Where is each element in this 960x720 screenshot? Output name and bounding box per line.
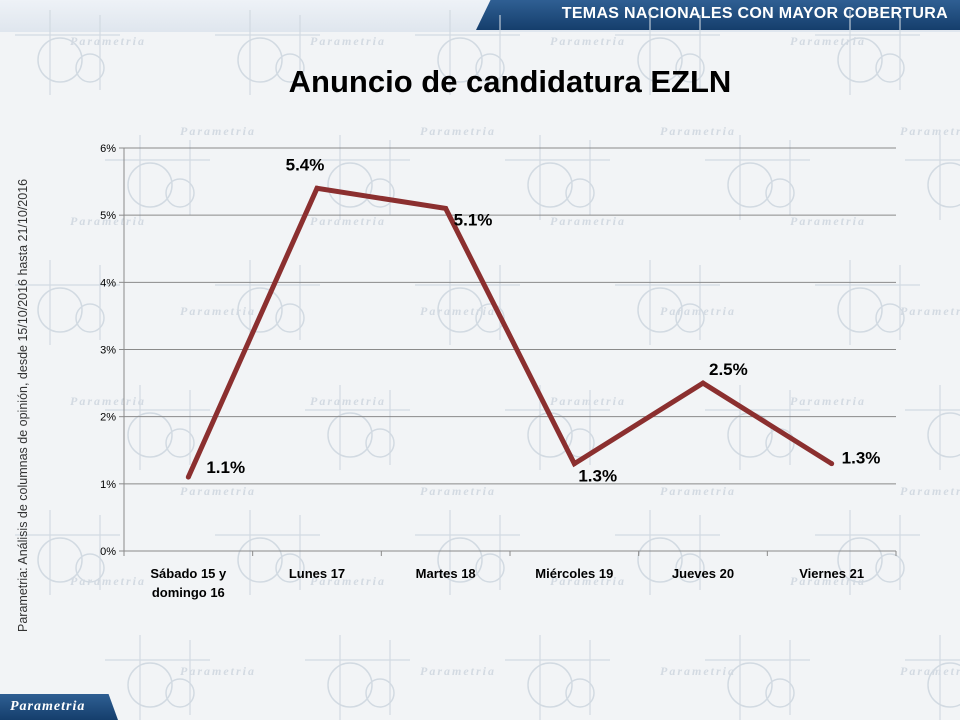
footer-logo: Parametria [0, 694, 118, 720]
watermark-motif [15, 10, 120, 95]
y-tick-label: 2% [100, 412, 116, 424]
watermark-word: Parametria [180, 664, 256, 678]
watermark-motif [215, 260, 320, 345]
y-tick-label: 6% [100, 143, 116, 155]
data-label: 1.1% [206, 458, 245, 477]
watermark-motif [615, 510, 720, 595]
watermark-motif [815, 260, 920, 345]
x-tick-label: Viernes 21 [799, 566, 864, 581]
watermark-motif [905, 135, 960, 220]
watermark-motif [105, 135, 210, 220]
x-tick-label: Sábado 15 y [150, 566, 227, 581]
watermark-word: Parametria [660, 304, 736, 318]
watermark-word: Parametria [550, 34, 626, 48]
x-tick-label: Lunes 17 [289, 566, 345, 581]
watermark-motif [305, 135, 410, 220]
data-label: 5.4% [286, 155, 325, 174]
watermark-motif [705, 135, 810, 220]
x-tick-label: Martes 18 [416, 566, 476, 581]
y-tick-label: 4% [100, 277, 116, 289]
watermark-word: Parametria [550, 574, 626, 588]
watermark-word: Parametria [310, 574, 386, 588]
watermark-word: Parametria [900, 484, 960, 498]
data-label: 1.3% [842, 449, 881, 468]
watermark-word: Parametria [180, 484, 256, 498]
watermark-word: Parametria [900, 664, 960, 678]
watermark-word: Parametria [180, 304, 256, 318]
watermark-word: Parametria [900, 304, 960, 318]
watermark-motif [305, 385, 410, 470]
watermark-word: Parametria [420, 664, 496, 678]
watermark-motif [615, 10, 720, 95]
watermark-word: Parametria [420, 124, 496, 138]
y-tick-label: 5% [100, 210, 116, 222]
watermark-motif [415, 260, 520, 345]
y-tick-label: 1% [100, 479, 116, 491]
watermark-motif [505, 635, 610, 720]
y-tick-label: 0% [100, 546, 116, 558]
watermark-motif [815, 510, 920, 595]
watermark-motif [305, 635, 410, 720]
watermark-word: Parametria [310, 34, 386, 48]
watermark-motif [615, 260, 720, 345]
watermark-motif [215, 10, 320, 95]
watermark-word: Parametria [70, 214, 146, 228]
footer-logo-text: Parametria [10, 699, 86, 714]
data-label: 2.5% [709, 360, 748, 379]
watermark-word: Parametria [790, 394, 866, 408]
data-point [314, 185, 320, 191]
y-tick-label: 3% [100, 345, 116, 357]
data-label: 1.3% [578, 467, 617, 486]
watermark-motif [415, 10, 520, 95]
watermark-motif [905, 635, 960, 720]
watermark-word: Parametria [660, 124, 736, 138]
watermark-motif [15, 260, 120, 345]
watermark-word: Parametria [550, 214, 626, 228]
watermark-word: Parametria [790, 34, 866, 48]
header-bar [476, 0, 960, 30]
header-title: TEMAS NACIONALES CON MAYOR COBERTURA [561, 5, 948, 22]
data-label: 5.1% [454, 210, 493, 229]
watermark-motif [505, 135, 610, 220]
watermark-word: Parametria [310, 394, 386, 408]
watermark-word: Parametria [70, 34, 146, 48]
watermark-word: Parametria [420, 304, 496, 318]
watermark-motif [905, 385, 960, 470]
series-line [186, 185, 833, 479]
watermark-word: Parametria [660, 484, 736, 498]
watermark-motif [415, 510, 520, 595]
watermark-word: Parametria [310, 214, 386, 228]
x-tick-label: Jueves 20 [672, 566, 734, 581]
data-point [443, 205, 449, 211]
watermark-word: Parametria [900, 124, 960, 138]
data-point [571, 461, 577, 467]
watermark-word: Parametria [420, 484, 496, 498]
data-point [185, 474, 191, 480]
watermark-motif [105, 635, 210, 720]
x-tick-label: Miércoles 19 [535, 566, 613, 581]
watermark-word: Parametria [790, 574, 866, 588]
watermark-word: Parametria [790, 214, 866, 228]
chart-title: Anuncio de candidatura EZLN [288, 64, 732, 99]
data-point [829, 461, 835, 467]
watermark-motif [15, 510, 120, 595]
watermark-motif [215, 510, 320, 595]
watermark-motif [705, 635, 810, 720]
data-point [700, 380, 706, 386]
watermark-word: Parametria [550, 394, 626, 408]
watermark-motif [105, 385, 210, 470]
watermark-motif [815, 10, 920, 95]
watermark-word: Parametria [70, 574, 146, 588]
x-tick-label: domingo 16 [152, 585, 225, 600]
watermark-word: Parametria [180, 124, 256, 138]
watermark-word: Parametria [70, 394, 146, 408]
watermark-word: Parametria [660, 664, 736, 678]
